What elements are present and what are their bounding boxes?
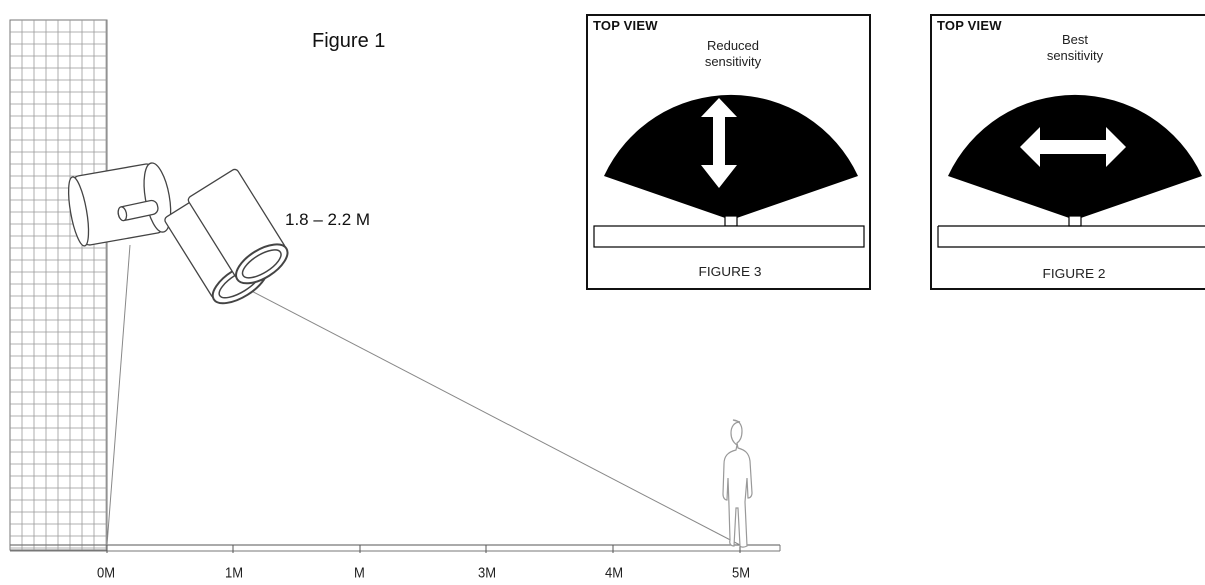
sensitivity-label-line1: Reduced <box>706 38 760 53</box>
vertical-double-arrow-icon <box>701 98 737 188</box>
sensitivity-label: Reduced sensitivity <box>683 38 783 70</box>
axis-tick-0m: 0M <box>97 564 116 581</box>
sensitivity-label-line2: sensitivity <box>704 54 762 69</box>
top-view-label: TOP VIEW <box>937 18 1002 33</box>
wall <box>9 19 108 551</box>
sensor-fixture <box>67 162 289 305</box>
figure-1-title: Figure 1 <box>312 30 386 52</box>
figure-3-panel: TOP VIEW Reduced sensitivity FIGURE 3 <box>586 14 871 290</box>
sensitivity-label-line2: sensitivity <box>1046 48 1104 63</box>
figure-2-drawing <box>937 94 1205 248</box>
axis-tick-2m: M <box>354 564 365 581</box>
detection-zone <box>948 94 1202 220</box>
wall-bar <box>937 225 1205 248</box>
mounting-height-label: 1.8 – 2.2 M <box>285 210 371 229</box>
sensor-marker <box>724 215 738 227</box>
axis-tick-5m: 5M <box>732 564 751 581</box>
sensitivity-label: Best sensitivity <box>1025 32 1125 64</box>
axis-tick-4m: 4M <box>605 564 624 581</box>
detection-beam <box>106 244 741 546</box>
distance-ticks <box>106 545 741 553</box>
figure-2-caption: FIGURE 2 <box>1042 266 1106 281</box>
sensitivity-label-line1: Best <box>1061 32 1088 47</box>
person-silhouette <box>722 419 753 548</box>
top-view-label: TOP VIEW <box>593 18 658 33</box>
sensor-marker <box>1068 215 1082 227</box>
detection-zone <box>604 94 858 220</box>
axis-tick-3m: 3M <box>478 564 497 581</box>
figure-2-panel: TOP VIEW Best sensitivity FIGURE 2 <box>930 14 1205 290</box>
axis-tick-1m: 1M <box>225 564 244 581</box>
figure-3-drawing <box>593 94 865 248</box>
horizontal-double-arrow-icon <box>1020 127 1126 167</box>
figure-3-caption: FIGURE 3 <box>698 264 762 279</box>
wall-bar <box>593 225 865 248</box>
